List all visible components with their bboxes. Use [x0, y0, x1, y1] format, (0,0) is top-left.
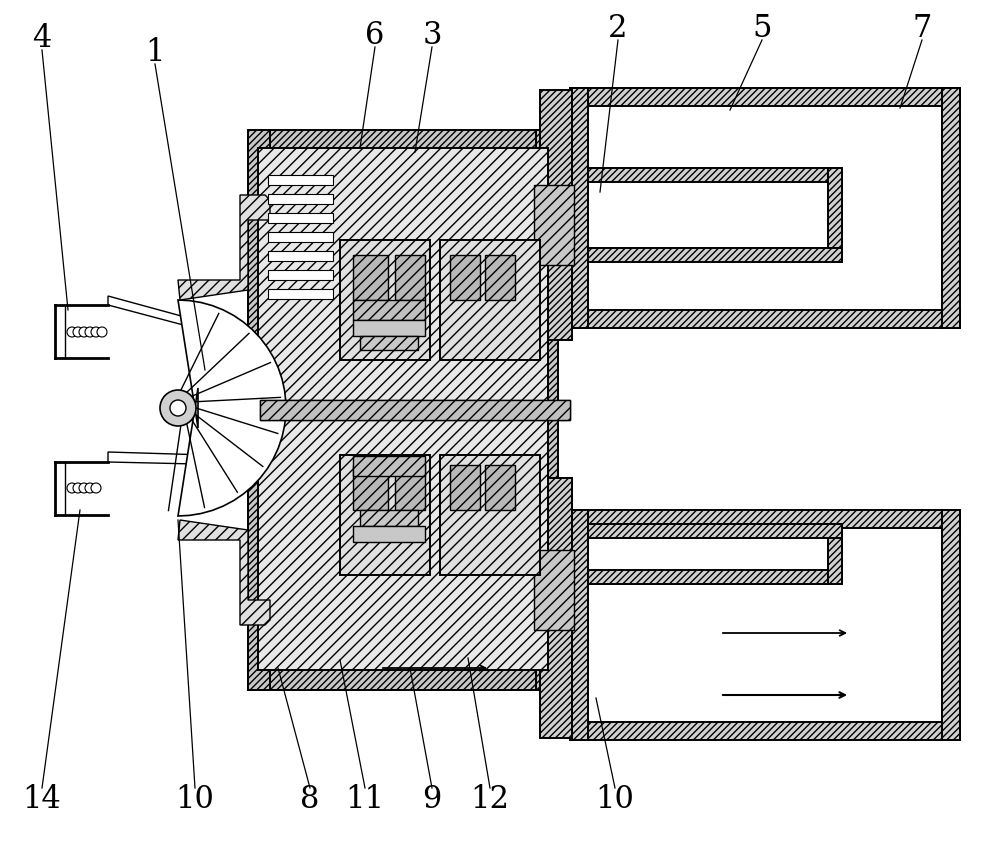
Text: 1: 1 — [145, 36, 165, 67]
Bar — [260, 400, 570, 420]
Text: 5: 5 — [752, 13, 772, 44]
Bar — [360, 510, 418, 526]
Bar — [260, 400, 570, 420]
Bar — [268, 289, 333, 299]
Bar — [534, 185, 574, 265]
Bar — [395, 465, 425, 510]
Circle shape — [85, 327, 95, 337]
Text: 2: 2 — [608, 13, 628, 44]
Bar — [353, 320, 425, 336]
Bar — [340, 455, 430, 575]
Bar — [268, 194, 333, 204]
Bar — [588, 524, 842, 538]
Bar — [570, 510, 960, 528]
Text: 14: 14 — [23, 785, 61, 816]
Bar — [270, 150, 536, 670]
Circle shape — [79, 327, 89, 337]
Bar — [485, 255, 515, 300]
Bar — [588, 570, 828, 584]
Circle shape — [97, 327, 107, 337]
Bar — [570, 88, 588, 328]
Bar — [268, 232, 333, 242]
Bar — [353, 465, 388, 510]
Text: 11: 11 — [346, 785, 384, 816]
Bar — [942, 88, 960, 328]
Circle shape — [85, 483, 95, 493]
Circle shape — [79, 483, 89, 493]
Bar — [268, 213, 333, 223]
Circle shape — [170, 400, 186, 416]
Circle shape — [91, 327, 101, 337]
Bar — [268, 175, 333, 185]
Text: 10: 10 — [596, 785, 634, 816]
Bar — [360, 336, 418, 350]
Text: 10: 10 — [176, 785, 214, 816]
Circle shape — [160, 390, 196, 426]
Bar — [268, 270, 333, 280]
Bar — [588, 528, 942, 722]
Bar — [353, 255, 388, 300]
Text: 7: 7 — [912, 13, 932, 44]
Circle shape — [73, 327, 83, 337]
Bar — [340, 240, 430, 360]
Bar — [570, 88, 960, 106]
Bar — [588, 106, 942, 310]
Bar — [540, 90, 572, 340]
Polygon shape — [108, 452, 260, 468]
Bar — [534, 550, 574, 630]
Polygon shape — [178, 300, 286, 516]
Bar — [536, 130, 558, 690]
Polygon shape — [178, 195, 270, 300]
Text: 9: 9 — [422, 785, 442, 816]
Text: 3: 3 — [422, 19, 442, 50]
Bar — [828, 168, 842, 248]
Polygon shape — [178, 520, 270, 625]
Bar — [440, 240, 540, 360]
Bar — [828, 524, 842, 584]
Bar — [353, 300, 425, 320]
Bar — [248, 130, 558, 150]
Bar — [588, 248, 842, 262]
Bar — [440, 455, 540, 575]
Bar — [248, 130, 270, 690]
Bar — [485, 465, 515, 510]
Bar — [395, 255, 425, 300]
Text: 12: 12 — [471, 785, 510, 816]
Bar — [570, 510, 588, 740]
Bar — [450, 255, 480, 300]
Text: 8: 8 — [300, 785, 320, 816]
Bar — [588, 168, 828, 182]
Bar — [268, 251, 333, 261]
Bar — [248, 670, 558, 690]
Bar — [570, 310, 960, 328]
Bar — [942, 510, 960, 740]
Bar — [353, 526, 425, 542]
Bar — [540, 478, 572, 738]
Circle shape — [73, 483, 83, 493]
Circle shape — [67, 327, 77, 337]
Text: 6: 6 — [365, 19, 385, 50]
Circle shape — [67, 483, 77, 493]
Circle shape — [91, 483, 101, 493]
Polygon shape — [108, 296, 260, 355]
Bar — [258, 148, 548, 670]
Text: 4: 4 — [32, 23, 52, 54]
Bar — [570, 722, 960, 740]
Bar — [353, 456, 425, 476]
Bar — [450, 465, 480, 510]
